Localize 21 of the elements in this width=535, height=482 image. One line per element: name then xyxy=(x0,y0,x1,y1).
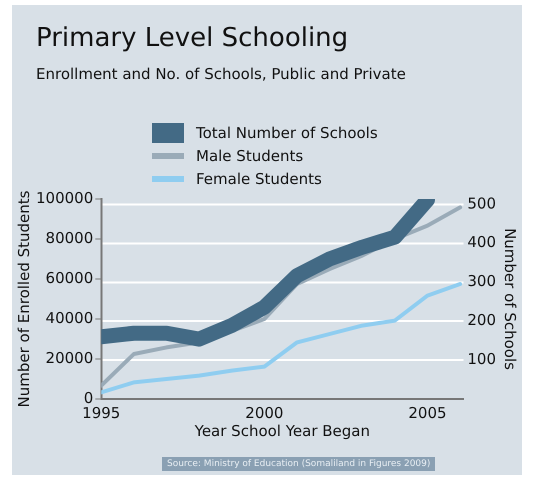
chart-subtitle: Enrollment and No. of Schools, Public and Private xyxy=(36,65,406,83)
y-tick-label: 60000 xyxy=(46,268,94,287)
y-tick-label: 20000 xyxy=(46,348,94,367)
chart-title: Primary Level Schooling xyxy=(36,23,348,53)
legend-label: Male Students xyxy=(196,146,304,164)
y2-axis-title: Number of Schools xyxy=(501,228,520,370)
y2-tick-label: 200 xyxy=(467,311,496,330)
x-axis-title: Year School Year Began xyxy=(194,422,370,440)
y-tick-label: 40000 xyxy=(46,308,94,327)
y2-tick-label: 100 xyxy=(467,350,496,368)
y-tick-label: 80000 xyxy=(46,228,94,247)
x-tick-label: 2000 xyxy=(245,404,284,422)
y2-tick-label: 300 xyxy=(467,272,496,290)
y2-tick-label: 500 xyxy=(467,194,496,212)
y-tick-label: 100000 xyxy=(36,188,94,207)
x-tick-label: 2005 xyxy=(408,404,447,422)
source-note: Source: Ministry of Education (Somaliland in Figures 2009) xyxy=(162,457,436,471)
legend-label: Total Number of Schools xyxy=(196,124,378,142)
y2-tick-label: 400 xyxy=(467,233,496,252)
legend-label: Female Students xyxy=(196,170,322,188)
y-axis-title: Number of Enrolled Students xyxy=(14,190,33,408)
